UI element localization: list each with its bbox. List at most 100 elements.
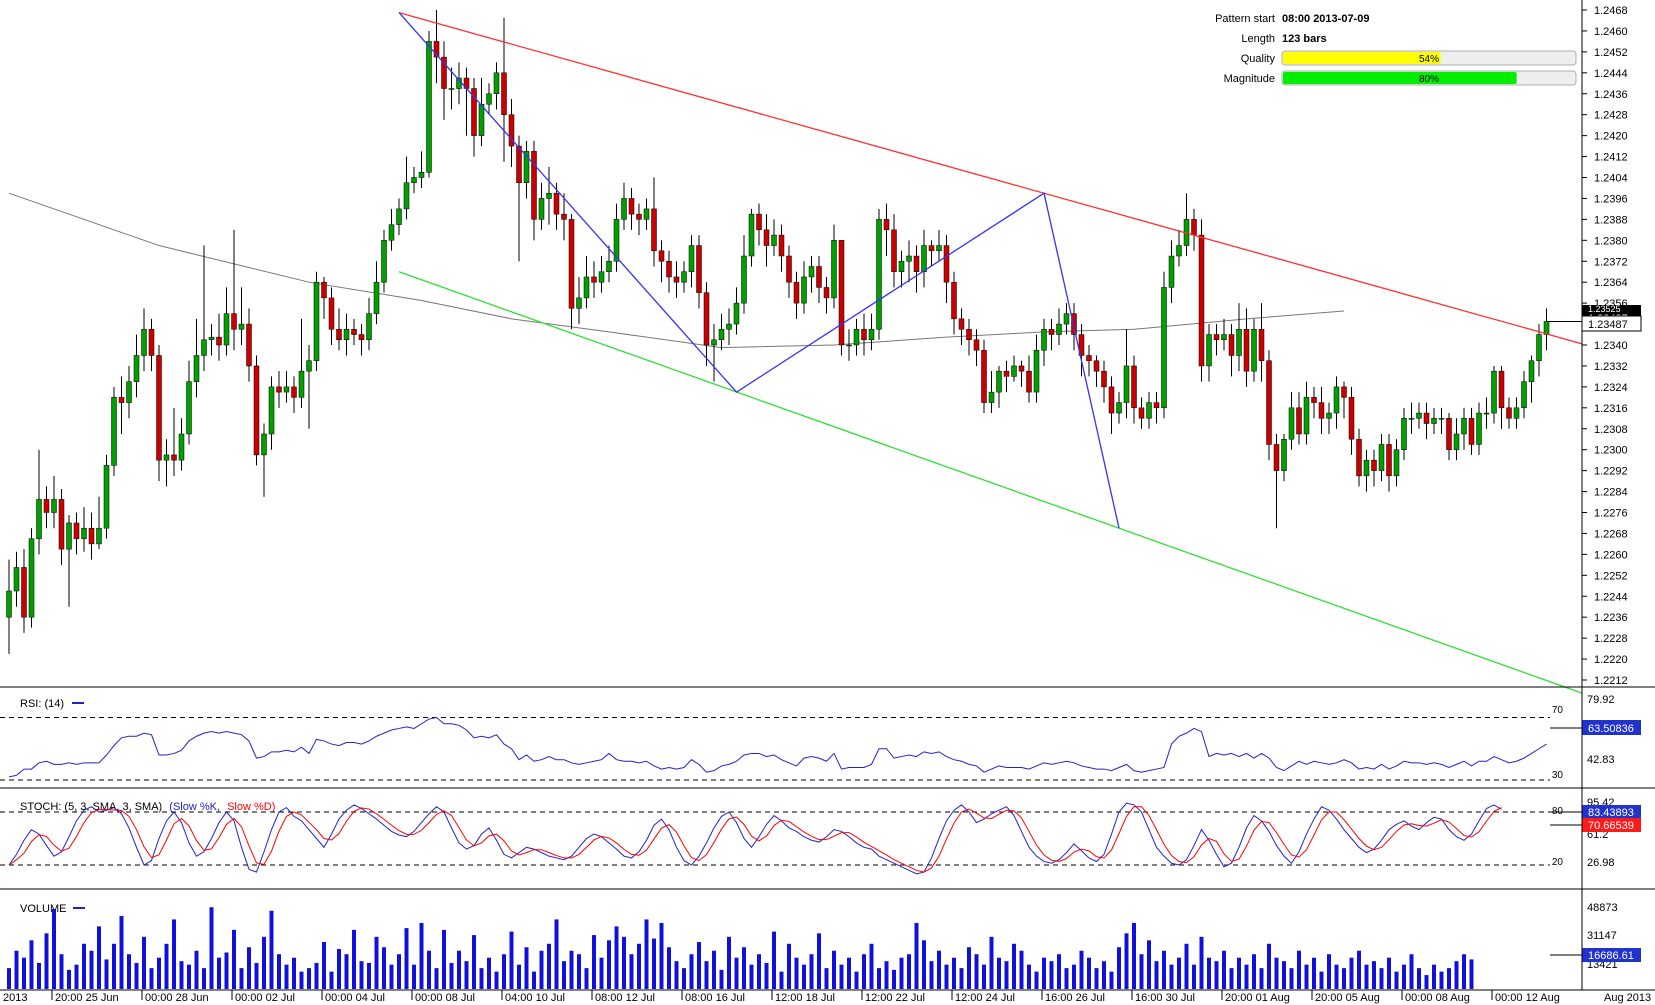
volume-bar bbox=[142, 936, 146, 989]
candle bbox=[613, 203, 620, 272]
rsi-axis-top: 79.92 bbox=[1587, 694, 1615, 706]
candle bbox=[1408, 402, 1415, 434]
candle bbox=[1206, 324, 1212, 382]
volume-bar bbox=[517, 964, 521, 989]
volume-bar bbox=[667, 947, 671, 989]
volume-bar bbox=[907, 954, 911, 989]
candle bbox=[643, 198, 650, 230]
candle-body bbox=[216, 336, 222, 346]
rsi-line bbox=[8, 716, 1547, 778]
candle bbox=[36, 449, 42, 555]
volume-bar bbox=[247, 947, 251, 989]
price-tick-label: 1.2260 bbox=[1594, 549, 1628, 561]
volume-title: VOLUME bbox=[20, 903, 66, 915]
candle-body bbox=[1101, 370, 1107, 388]
volume-bar bbox=[344, 954, 349, 989]
ma-price-label: 1.23525 bbox=[1588, 304, 1621, 314]
stoch-k-line bbox=[8, 802, 1502, 875]
volume-bar bbox=[1409, 954, 1414, 989]
volume-bar bbox=[914, 922, 919, 989]
candle bbox=[1513, 397, 1520, 429]
candle bbox=[283, 371, 290, 403]
candle-body bbox=[628, 198, 635, 215]
time-tick-label: 12:00 24 Jul bbox=[955, 992, 1015, 1004]
volume-bars bbox=[7, 907, 1474, 989]
volume-bar bbox=[989, 936, 994, 989]
candle-body bbox=[636, 213, 642, 220]
price-tick-label: 1.2340 bbox=[1594, 340, 1628, 352]
candle-body bbox=[1506, 407, 1512, 419]
candle-body bbox=[1296, 407, 1302, 435]
candle-body bbox=[178, 433, 185, 461]
candle bbox=[1528, 355, 1535, 403]
price-axis: 1.2468 1.2460 1.2452 1.2444 1.2436 1.2428 1.24… bbox=[1582, 5, 1628, 687]
candle bbox=[801, 261, 807, 314]
volume-bar bbox=[329, 971, 334, 989]
candle bbox=[141, 308, 147, 372]
candle bbox=[441, 41, 447, 120]
volume-bar bbox=[374, 936, 379, 989]
volume-bar bbox=[644, 919, 649, 989]
candle bbox=[1393, 439, 1400, 487]
candle bbox=[366, 297, 372, 351]
volume-bar bbox=[209, 907, 214, 989]
volume-bar bbox=[509, 931, 514, 989]
volume-bar bbox=[772, 931, 776, 989]
volume-axis-mid: 31147 bbox=[1587, 930, 1617, 942]
candle bbox=[456, 62, 462, 105]
volume-bar bbox=[884, 961, 889, 989]
candle bbox=[381, 229, 387, 293]
candle-body bbox=[1408, 418, 1415, 420]
price-panel bbox=[6, 10, 1583, 694]
candle bbox=[1416, 402, 1422, 429]
candle bbox=[1108, 376, 1115, 434]
price-tick-label: 1.2276 bbox=[1594, 508, 1628, 520]
resistance-line bbox=[398, 11, 1583, 345]
candle-body bbox=[726, 323, 732, 330]
length-label: Length bbox=[1241, 33, 1275, 45]
candle bbox=[1123, 329, 1130, 419]
rsi-title: RSI: (14) bbox=[20, 698, 64, 710]
volume-bar bbox=[1454, 961, 1459, 989]
volume-bar bbox=[1462, 954, 1466, 989]
stoch-k-last-value: 83.43893 bbox=[1588, 807, 1634, 819]
candle-body bbox=[193, 355, 200, 382]
volume-bar bbox=[299, 971, 304, 989]
volume-bar bbox=[1372, 961, 1376, 989]
candle bbox=[1273, 433, 1280, 529]
candle-body bbox=[1543, 321, 1550, 335]
volume-bar bbox=[464, 961, 469, 989]
volume-bar bbox=[1289, 968, 1294, 989]
volume-bar bbox=[1162, 950, 1166, 989]
volume-bar bbox=[1267, 943, 1271, 989]
candle bbox=[328, 287, 335, 345]
candle-body bbox=[606, 261, 612, 272]
time-tick-label: 00:00 04 Jul bbox=[325, 992, 385, 1004]
candle bbox=[208, 324, 215, 356]
candle bbox=[133, 334, 140, 398]
candle bbox=[201, 245, 207, 372]
volume-bar bbox=[892, 969, 896, 989]
candle bbox=[913, 245, 920, 293]
candle-body bbox=[1423, 412, 1430, 424]
last-price-tag-front: 1.23487 bbox=[1581, 315, 1642, 332]
volume-bar bbox=[472, 935, 476, 989]
candle bbox=[246, 308, 252, 382]
candle-body bbox=[898, 261, 905, 272]
candle bbox=[973, 329, 980, 366]
volume-bar bbox=[67, 969, 71, 989]
volume-bar bbox=[232, 929, 236, 989]
candle-body bbox=[1281, 438, 1287, 471]
volume-panel: VOLUME 48873 31147 13421 16686.61 bbox=[7, 902, 1641, 989]
volume-bar bbox=[997, 957, 1001, 989]
candle-body bbox=[928, 245, 935, 252]
candle bbox=[1341, 381, 1347, 419]
candle bbox=[651, 177, 657, 267]
candle-body bbox=[1228, 334, 1235, 356]
volume-bar bbox=[877, 968, 881, 989]
candle bbox=[883, 203, 890, 257]
candle bbox=[636, 203, 642, 236]
price-tick-label: 1.2268 bbox=[1594, 528, 1628, 540]
candle bbox=[126, 365, 132, 419]
